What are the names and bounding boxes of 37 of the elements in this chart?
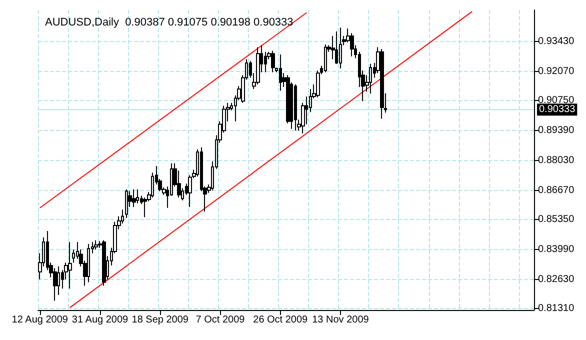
x-tick-label: 18 Sep 2009	[132, 314, 189, 326]
candlestick	[324, 44, 327, 73]
candlestick	[256, 46, 260, 85]
candlestick	[331, 36, 335, 60]
text: AUDUSD,Daily 0.90387 0.91075 0.90198 0.90333	[45, 16, 294, 28]
candlestick	[94, 240, 98, 250]
candlestick	[125, 188, 128, 219]
y-tick-label: 0.81310	[538, 303, 575, 314]
x-tick-label: 26 Oct 2009	[253, 314, 308, 326]
y-tick-label: 0.88030	[538, 154, 575, 166]
y-tick-label: 0.82630	[538, 274, 575, 286]
x-tick-label: 13 Nov 2009	[312, 314, 370, 326]
y-tick-label: 0.92070	[538, 66, 575, 77]
candlestick	[294, 84, 297, 132]
candlestick	[369, 63, 372, 94]
candlestick	[132, 188, 136, 208]
ref-line-label: 0.90333	[539, 104, 576, 116]
y-tick-label: 0.85350	[538, 214, 575, 226]
candlestick	[279, 54, 282, 92]
candlestick	[102, 240, 106, 286]
y-tick-label: 0.89390	[538, 124, 575, 136]
y-tick-label: 0.86670	[538, 184, 575, 196]
candlestick	[87, 244, 90, 283]
candlestick	[335, 30, 338, 64]
y-tick-label: 0.90750	[538, 94, 575, 106]
candlestick	[316, 70, 320, 98]
y-tick-label: 0.93430	[538, 36, 575, 47]
candlestick	[339, 27, 342, 69]
x-tick-label: 12 Aug 2009	[12, 314, 68, 326]
x-tick-label: 31 Aug 2009	[72, 314, 129, 326]
y-tick-label: 0.83990	[538, 244, 575, 256]
candlestick	[68, 242, 72, 290]
x-tick-label: 7 Oct 2009	[196, 314, 246, 326]
candlestick	[380, 48, 384, 120]
candlestick	[350, 32, 354, 57]
candlestick	[271, 50, 275, 73]
candlestick	[136, 188, 139, 204]
